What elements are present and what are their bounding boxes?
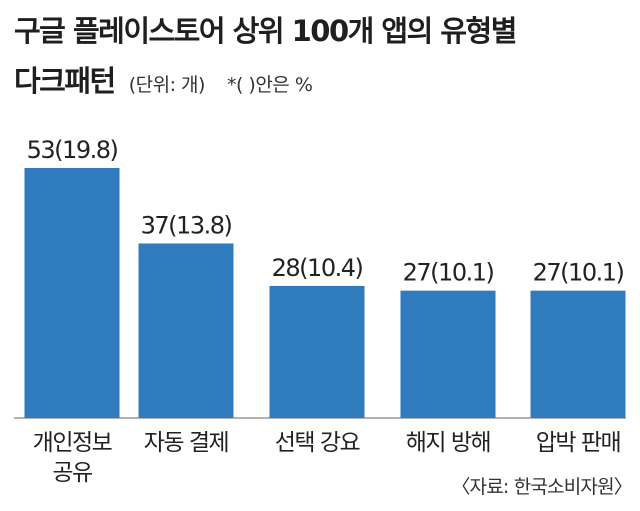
category-label: 자동 결제 xyxy=(144,430,228,456)
subtitle-row: 다크패턴 (단위: 개) *( )안은 % xyxy=(14,58,313,100)
category-label: 공유 xyxy=(52,460,92,486)
bar xyxy=(530,290,626,418)
category-label: 선택 강요 xyxy=(275,430,360,456)
bar xyxy=(24,168,120,418)
data-label: 27(10.1) xyxy=(533,259,624,287)
chart-title: 구글 플레이스토어 상위 100개 앱의 유형별 xyxy=(14,14,517,48)
data-label: 27(10.1) xyxy=(403,259,494,287)
bar xyxy=(400,290,496,418)
data-label: 28(10.4) xyxy=(272,254,363,282)
percent-note: *( )안은 % xyxy=(226,74,313,96)
unit-note: (단위: 개) xyxy=(128,74,206,96)
source-note: 〈자료: 한국소비자원〉 xyxy=(451,476,632,498)
chart-subtitle: 다크패턴 xyxy=(14,64,116,98)
category-label: 압박 판매 xyxy=(536,430,620,456)
category-label: 개인정보 xyxy=(33,430,112,456)
category-label: 해지 방해 xyxy=(406,430,490,456)
bar xyxy=(269,285,365,418)
bar xyxy=(138,243,234,418)
data-label: 37(13.8) xyxy=(141,211,232,239)
data-label: 53(19.8) xyxy=(27,136,118,164)
